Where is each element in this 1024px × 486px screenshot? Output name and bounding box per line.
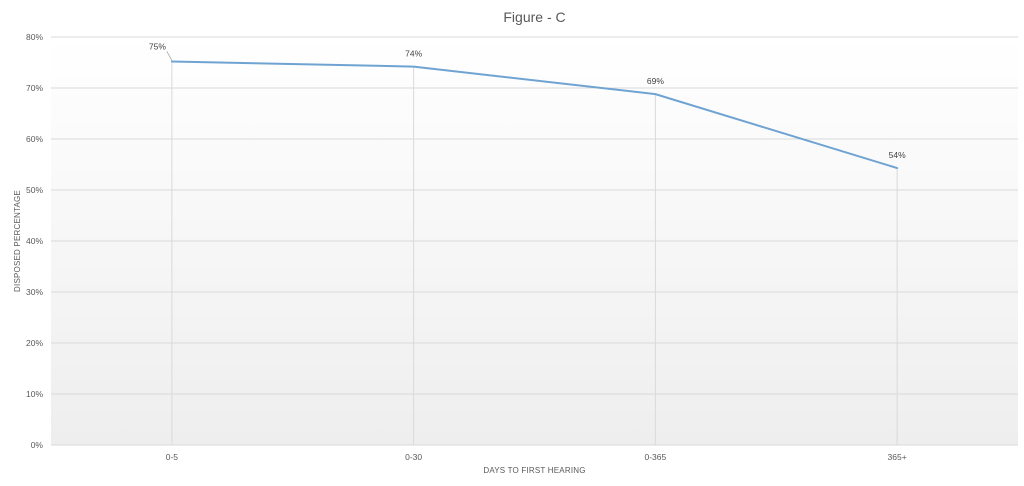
data-label: 54% [889,150,906,160]
y-tick-label: 30% [26,287,43,297]
x-tick-label: 0-30 [405,452,422,462]
x-tick-label: 365+ [888,452,907,462]
y-tick-label: 50% [26,185,43,195]
chart-title: Figure - C [503,9,565,25]
y-tick-label: 40% [26,236,43,246]
x-tick-label: 0-365 [645,452,667,462]
gridlines [51,36,1018,446]
series-layer [170,60,899,170]
series-line [170,60,899,170]
data-labels: 75% 74% 69% 54% [149,41,906,160]
drop-lines [171,61,898,445]
y-tick-label: 10% [26,389,43,399]
y-tick-label: 80% [26,32,43,42]
y-tick-label: 70% [26,83,43,93]
y-tick-label: 0% [31,440,44,450]
label-callout [166,51,173,61]
x-axis-label: DAYS TO FIRST HEARING [483,466,585,475]
data-label: 69% [647,76,664,86]
y-axis-ticks: 0% 10% 20% 30% 40% 50% 60% 70% 80% [26,32,43,450]
y-tick-label: 60% [26,134,43,144]
y-tick-label: 20% [26,338,43,348]
data-label: 75% [149,41,166,51]
x-axis-ticks: 0-5 0-30 0-365 365+ [166,452,907,462]
x-tick-label: 0-5 [166,452,179,462]
y-axis-label: DISPOSED PERCENTAGE [13,190,22,292]
data-label: 74% [405,49,422,59]
